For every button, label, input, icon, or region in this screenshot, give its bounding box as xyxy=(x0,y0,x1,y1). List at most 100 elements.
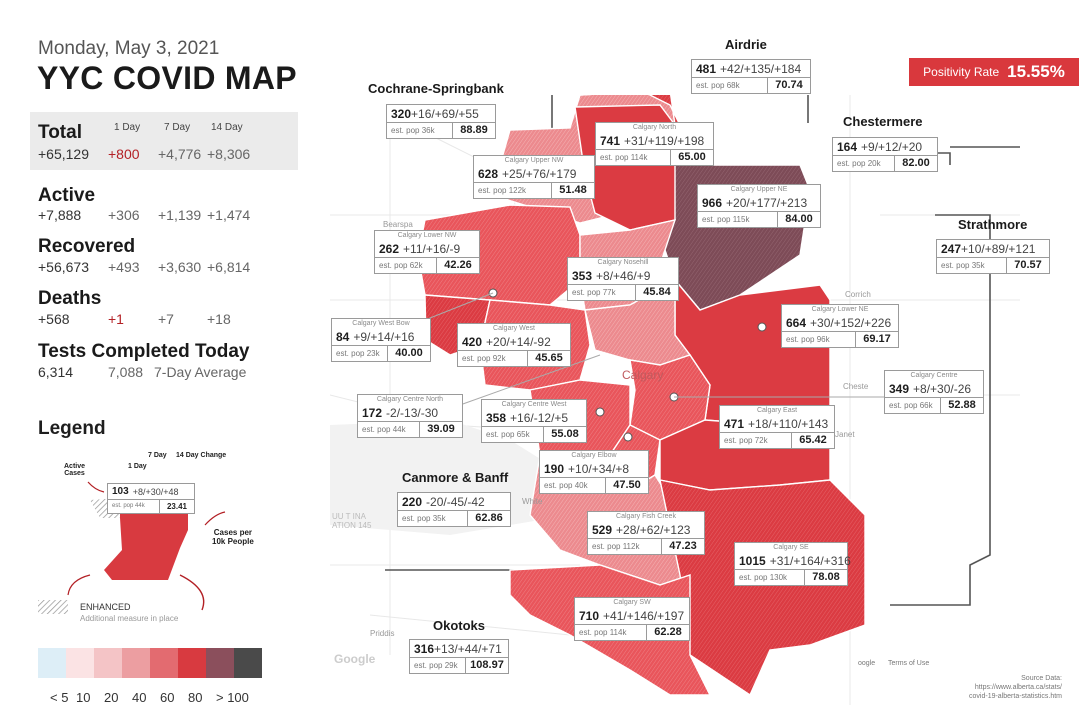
callout-canmore: 220 -20/-45/-42 est. pop 35k 62.86 xyxy=(397,492,511,527)
legend-14day-header: 14 Day Change xyxy=(176,452,227,459)
scale-swatch xyxy=(122,648,150,678)
tests-average-label: 7-Day Average xyxy=(154,364,247,380)
scale-label: 10 xyxy=(76,690,91,705)
map-label-station: UU T INA ATION 145 xyxy=(332,512,372,530)
marker-lower-ne xyxy=(757,322,767,332)
recovered-label: Recovered xyxy=(38,236,136,257)
callout-lower-ne: Calgary Lower NE 664 +30/+152/+226 est. p… xyxy=(781,304,899,348)
callout-north: Calgary North 741 +31/+119/+198 est. pop … xyxy=(595,122,714,166)
callout-upper-ne: Calgary Upper NE 966 +20/+177/+213 est. p… xyxy=(697,184,821,228)
scale-swatch xyxy=(234,648,262,678)
google-attrib: oogle xyxy=(858,660,876,667)
total-value: +65,129 xyxy=(38,146,89,162)
callout-chestermere: 164 +9/+12/+20 est. pop 20k 82.00 xyxy=(832,137,938,172)
active-label: Active xyxy=(38,185,96,206)
enhanced-desc: Additional measure in place xyxy=(80,614,179,623)
deaths-7day: +7 xyxy=(158,311,174,327)
active-7day: +1,139 xyxy=(158,207,202,223)
scale-label: > 100 xyxy=(216,690,249,705)
callout-centre-north: Calgary Centre North 172 -2/-13/-30 est. … xyxy=(357,394,463,438)
positivity-label: Positivity Rate xyxy=(923,65,1000,79)
callout-west: Calgary West 420 +20/+14/-92 est. pop 92k… xyxy=(457,323,571,367)
terms-link[interactable]: Terms of Use xyxy=(888,660,930,667)
callout-se: Calgary SE 1015 +31/+164/+316 est. pop 13… xyxy=(734,542,851,586)
recovered-value: +56,673 xyxy=(38,259,89,275)
scale-swatch xyxy=(94,648,122,678)
scale-swatch xyxy=(38,648,66,678)
total-14day: +8,306 xyxy=(207,146,251,162)
scale-swatch xyxy=(206,648,234,678)
town-cochrane-name: Cochrane-Springbank xyxy=(368,81,504,96)
callout-lower-nw: Calgary Lower NW 262 +11/+16/-9 est. pop … xyxy=(374,230,480,274)
map-label-priddis: Priddis xyxy=(370,629,395,638)
tests-label: Tests Completed Today xyxy=(38,341,250,362)
scale-label: < 5 xyxy=(50,690,69,705)
callout-sw: Calgary SW 710 +41/+146/+197 est. pop 114… xyxy=(574,597,690,641)
callout-okotoks: 316 +13/+44/+71 est. pop 29k 108.97 xyxy=(409,639,509,674)
scale-label: 20 xyxy=(104,690,119,705)
callout-strathmore: 247 +10/+89/+121 est. pop 35k 70.57 xyxy=(936,239,1050,274)
legend-rate-label: Cases per 10k People xyxy=(212,528,254,546)
positivity-value: 15.55% xyxy=(1007,62,1065,81)
total-label: Total xyxy=(38,122,82,143)
deaths-label: Deaths xyxy=(38,288,102,309)
enhanced-label: ENHANCED xyxy=(80,602,131,612)
town-strathmore-name: Strathmore xyxy=(958,217,1028,232)
recovered-14day: +6,814 xyxy=(207,259,251,275)
map-label-city: Calgary xyxy=(622,368,664,382)
callout-west-bow: Calgary West Bow 84 +9/+14/+16 est. pop 2… xyxy=(331,318,431,362)
legend-red-region xyxy=(104,498,188,580)
callout-east: Calgary East 471 +18/+110/+143 est. pop 7… xyxy=(719,405,835,449)
google-logo: Google xyxy=(334,652,376,666)
report-date: Monday, May 3, 2021 xyxy=(38,38,220,59)
legend-1day-header: 1 Day xyxy=(128,463,147,470)
callout-airdrie: 481 +42/+135/+184 est. pop 68k 70.74 xyxy=(691,59,811,94)
callout-upper-nw: Calgary Upper NW 628 +25/+76/+179 est. po… xyxy=(473,155,595,199)
col-1day: 1 Day xyxy=(114,122,141,133)
positivity-badge: Positivity Rate 15.55% xyxy=(909,58,1079,86)
active-value: +7,888 xyxy=(38,207,82,223)
total-row-background xyxy=(30,112,298,170)
callout-elbow: Calgary Elbow 190 +10/+34/+8 est. pop 40k… xyxy=(539,450,649,494)
callout-fish-creek: Calgary Fish Creek 529 +28/+62/+123 est. … xyxy=(587,511,705,555)
scale-label: 40 xyxy=(132,690,147,705)
callout-nosehill: Calgary Nosehill 353 +8/+46/+9 est. pop 7… xyxy=(567,257,679,301)
town-okotoks-name: Okotoks xyxy=(433,618,486,633)
recovered-7day: +3,630 xyxy=(158,259,202,275)
town-chestermere-name: Chestermere xyxy=(843,114,923,129)
total-7day: +4,776 xyxy=(158,146,202,162)
legend-title: Legend xyxy=(38,418,106,439)
marker-centre-west xyxy=(595,407,605,417)
scale-swatch xyxy=(178,648,206,678)
map-label-bearspaw: Bearspa xyxy=(383,220,413,229)
active-14day: +1,474 xyxy=(207,207,251,223)
scale-label: 80 xyxy=(188,690,203,705)
source-data: Source Data: https://www.alberta.ca/stat… xyxy=(969,675,1062,700)
tests-value: 6,314 xyxy=(38,364,74,380)
legend-arrow-down xyxy=(179,574,205,611)
map-label-corrich: Corrich xyxy=(845,290,871,299)
recovered-1day: +493 xyxy=(108,259,140,275)
town-canmore-name: Canmore & Banff xyxy=(402,470,509,485)
legend-arrow-rate xyxy=(204,511,226,526)
deaths-1day: +1 xyxy=(108,311,124,327)
legend-arrow-active xyxy=(87,481,105,493)
deaths-14day: +18 xyxy=(207,311,231,327)
map-label-chester: Cheste xyxy=(843,382,869,391)
callout-cochrane: 320 +16/+69/+55 est. pop 36k 88.89 xyxy=(386,104,496,139)
active-1day: +306 xyxy=(108,207,140,223)
map-label-white: White xyxy=(522,497,543,506)
map-label-janet: Janet xyxy=(835,430,855,439)
col-14day: 14 Day xyxy=(211,122,243,133)
page-title: YYC COVID MAP xyxy=(37,60,297,96)
callout-centre-west: Calgary Centre West 358 +16/-12/+5 est. p… xyxy=(481,399,587,443)
leader-lines xyxy=(424,292,885,406)
scale-swatch xyxy=(66,648,94,678)
marker-elbow xyxy=(623,432,633,442)
total-1day: +800 xyxy=(108,146,140,162)
tests-average: 7,088 xyxy=(108,364,144,380)
scale-swatch xyxy=(150,648,178,678)
enhanced-swatch xyxy=(38,600,68,614)
legend-active-header: Active Cases xyxy=(64,463,86,477)
col-7day: 7 Day xyxy=(164,122,191,133)
